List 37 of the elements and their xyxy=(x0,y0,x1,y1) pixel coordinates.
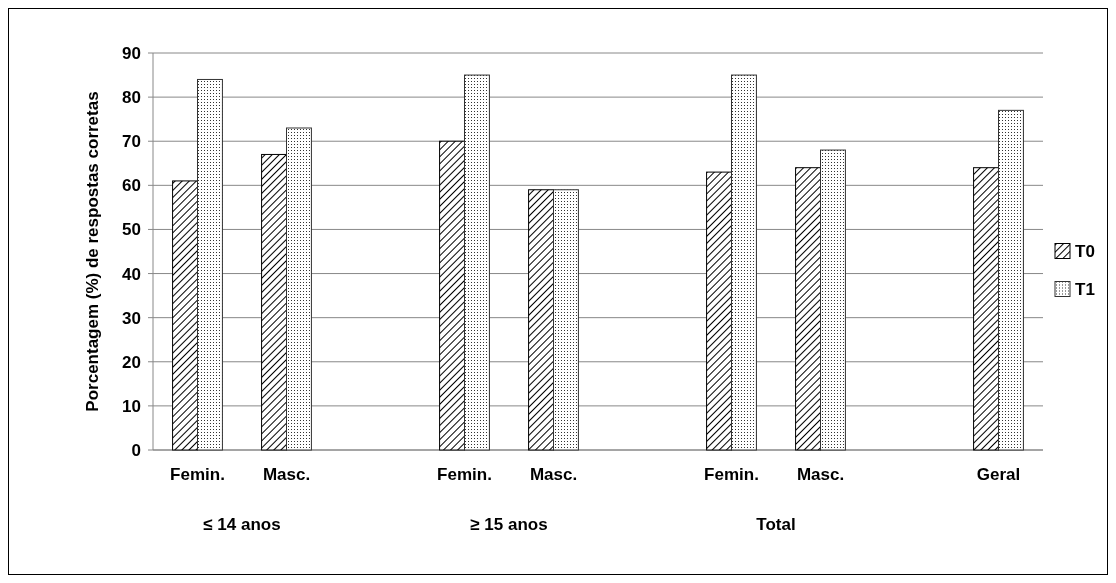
bar xyxy=(820,149,846,451)
bar xyxy=(261,153,287,451)
legend-label: T1 xyxy=(1075,280,1095,300)
y-tick-label: 0 xyxy=(131,440,141,460)
y-axis-title: Porcentagem (%) de respostas corretas xyxy=(83,91,102,412)
x-tick-label: Femin. xyxy=(170,465,225,484)
bar xyxy=(439,140,465,451)
bar xyxy=(973,167,999,451)
y-tick-label: 50 xyxy=(122,220,141,240)
legend-label: T0 xyxy=(1075,242,1095,262)
bar xyxy=(528,189,554,451)
y-tick-label: 90 xyxy=(122,43,141,63)
bar xyxy=(795,167,821,451)
bar xyxy=(197,78,223,451)
bar xyxy=(706,171,732,451)
y-tick-label: 40 xyxy=(122,264,141,284)
bar xyxy=(172,180,198,451)
x-tick-label: Femin. xyxy=(704,465,759,484)
y-tick-label: 60 xyxy=(122,176,141,196)
x-tick-label: Masc. xyxy=(262,465,311,484)
y-tick-label: 20 xyxy=(122,352,141,372)
y-tick-label: 30 xyxy=(122,308,141,328)
x-tick-label: Masc. xyxy=(529,465,578,484)
y-tick-label: 70 xyxy=(122,132,141,152)
text: ≤ 14 anos xyxy=(203,515,281,534)
x-tick-label: Masc. xyxy=(796,465,845,484)
bar xyxy=(464,74,490,451)
bar xyxy=(553,189,579,451)
y-tick-label: 80 xyxy=(122,88,141,108)
bar xyxy=(286,127,312,451)
text: Total xyxy=(756,515,796,534)
x-tick-label: Femin. xyxy=(437,465,492,484)
bar xyxy=(998,109,1024,451)
bar xyxy=(731,74,757,451)
text: ≥ 15 anos xyxy=(470,515,548,534)
x-tick-label: Geral xyxy=(976,465,1021,484)
y-tick-label: 10 xyxy=(122,396,141,416)
